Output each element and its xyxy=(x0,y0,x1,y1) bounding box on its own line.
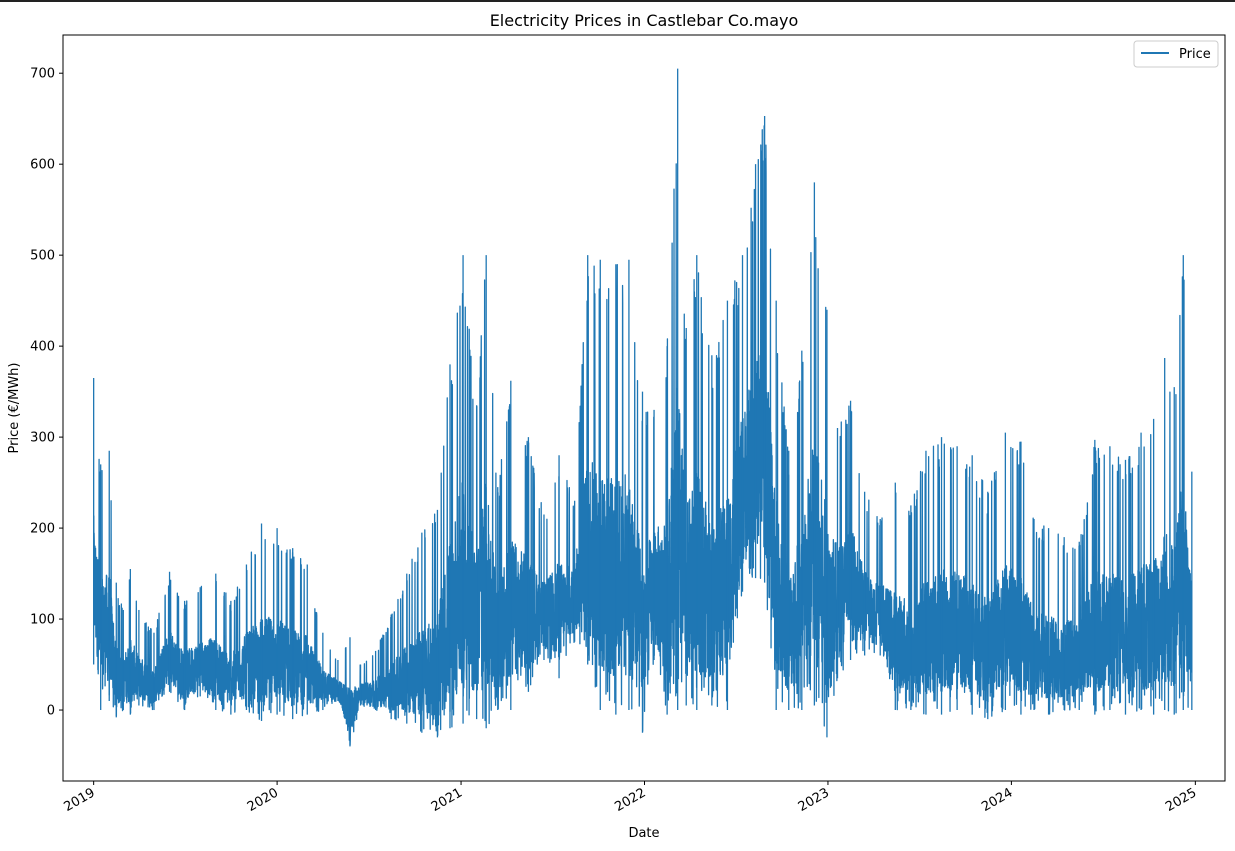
chart-title: Electricity Prices in Castlebar Co.mayo xyxy=(490,11,799,30)
x-axis-label: Date xyxy=(628,826,659,841)
y-tick-label: 0 xyxy=(47,704,55,719)
window-top-border xyxy=(0,0,1235,2)
x-tick-label: 2020 xyxy=(245,785,281,815)
x-tick-label: 2025 xyxy=(1163,785,1199,815)
x-tick-label: 2023 xyxy=(796,785,832,815)
y-axis-label: Price (€/MWh) xyxy=(7,363,22,454)
y-tick-label: 400 xyxy=(30,340,55,355)
plot-frame xyxy=(62,34,1226,782)
legend-box xyxy=(1133,40,1219,68)
y-tick-label: 300 xyxy=(30,431,55,446)
y-tick-label: 600 xyxy=(30,158,55,173)
x-tick-label: 2019 xyxy=(61,785,97,815)
x-tick-label: 2024 xyxy=(979,785,1015,815)
legend: Price xyxy=(1133,40,1219,68)
x-tick-label: 2021 xyxy=(429,785,465,815)
y-tick-label: 100 xyxy=(30,613,55,628)
legend-label-price: Price xyxy=(1179,47,1211,62)
y-tick-label: 700 xyxy=(30,67,55,82)
x-tick-label: 2022 xyxy=(612,785,648,815)
y-tick-label: 200 xyxy=(30,522,55,537)
y-tick-label: 500 xyxy=(30,249,55,264)
